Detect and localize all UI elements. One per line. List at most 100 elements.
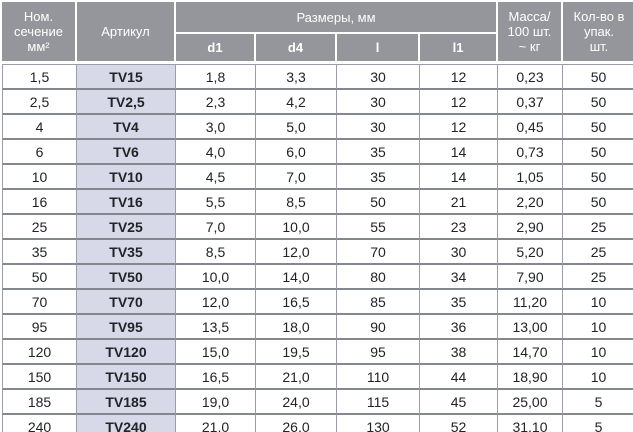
cell-d4: 12,0 — [256, 240, 337, 265]
cell-d4: 24,0 — [256, 390, 337, 415]
cell-articul: TV95 — [77, 315, 176, 340]
table-row: 150 TV150 16,5 21,0 110 44 18,90 10 — [2, 365, 633, 390]
cell-mass: 0,73 — [498, 140, 563, 165]
cell-mass: 0,37 — [498, 90, 563, 115]
cell-qty: 25 — [563, 215, 633, 240]
cell-section: 70 — [2, 290, 77, 315]
cell-d1: 7,0 — [176, 215, 256, 240]
table-row: 70 TV70 12,0 16,5 85 35 11,20 10 — [2, 290, 633, 315]
cell-d1: 13,5 — [176, 315, 256, 340]
cell-d1: 4,0 — [176, 140, 256, 165]
cell-qty: 50 — [563, 140, 633, 165]
header-d1: d1 — [176, 34, 256, 64]
cell-qty: 5 — [563, 390, 633, 415]
cell-d4: 18,0 — [256, 315, 337, 340]
cell-articul: TV4 — [77, 115, 176, 140]
table-row: 1,5 TV15 1,8 3,3 30 12 0,23 50 — [2, 64, 633, 90]
cell-d1: 10,0 — [176, 265, 256, 290]
cell-qty: 50 — [563, 115, 633, 140]
cell-l1: 45 — [420, 390, 498, 415]
table-row: 35 TV35 8,5 12,0 70 30 5,20 25 — [2, 240, 633, 265]
table-row: 2,5 TV2,5 2,3 4,2 30 12 0,37 50 — [2, 90, 633, 115]
cell-l: 95 — [337, 340, 420, 365]
table-row: 185 TV185 19,0 24,0 115 45 25,00 5 — [2, 390, 633, 415]
cell-mass: 5,20 — [498, 240, 563, 265]
cell-l1: 23 — [420, 215, 498, 240]
cell-l: 50 — [337, 190, 420, 215]
cell-articul: TV240 — [77, 415, 176, 432]
cell-l: 80 — [337, 265, 420, 290]
cell-l: 115 — [337, 390, 420, 415]
header-l: l — [337, 34, 420, 64]
cell-l1: 14 — [420, 165, 498, 190]
cell-articul: TV185 — [77, 390, 176, 415]
cell-l: 110 — [337, 365, 420, 390]
cell-mass: 7,90 — [498, 265, 563, 290]
table-row: 25 TV25 7,0 10,0 55 23 2,90 25 — [2, 215, 633, 240]
cell-d4: 10,0 — [256, 215, 337, 240]
header-row-main: Ном. сечение мм² Артикул Размеры, мм Мас… — [2, 2, 633, 64]
cell-l: 55 — [337, 215, 420, 240]
cell-l: 35 — [337, 140, 420, 165]
cell-d4: 16,5 — [256, 290, 337, 315]
cell-section: 185 — [2, 390, 77, 415]
cell-d4: 14,0 — [256, 265, 337, 290]
cell-l: 130 — [337, 415, 420, 432]
table-row: 50 TV50 10,0 14,0 80 34 7,90 25 — [2, 265, 633, 290]
cell-l: 30 — [337, 90, 420, 115]
cell-l: 35 — [337, 165, 420, 190]
cell-l1: 14 — [420, 140, 498, 165]
cell-section: 35 — [2, 240, 77, 265]
cell-section: 4 — [2, 115, 77, 140]
cell-l1: 52 — [420, 415, 498, 432]
cell-mass: 11,20 — [498, 290, 563, 315]
cell-articul: TV35 — [77, 240, 176, 265]
table-header: Ном. сечение мм² Артикул Размеры, мм Мас… — [2, 2, 633, 64]
cell-qty: 50 — [563, 64, 633, 90]
header-row-sub: d1 d4 l l1 — [2, 34, 633, 64]
cell-articul: TV50 — [77, 265, 176, 290]
cell-l1: 36 — [420, 315, 498, 340]
cell-articul: TV16 — [77, 190, 176, 215]
cell-articul: TV120 — [77, 340, 176, 365]
cell-qty: 10 — [563, 290, 633, 315]
cell-mass: 14,70 — [498, 340, 563, 365]
cell-qty: 25 — [563, 265, 633, 290]
cell-section: 95 — [2, 315, 77, 340]
cell-d1: 2,3 — [176, 90, 256, 115]
cell-qty: 50 — [563, 90, 633, 115]
cell-mass: 2,20 — [498, 190, 563, 215]
header-articul: Артикул — [77, 2, 176, 64]
cell-articul: TV6 — [77, 140, 176, 165]
cell-d1: 12,0 — [176, 290, 256, 315]
cell-l: 90 — [337, 315, 420, 340]
cell-d4: 6,0 — [256, 140, 337, 165]
header-mass: Масса/ 100 шт. ~ кг — [498, 2, 563, 64]
cell-articul: TV10 — [77, 165, 176, 190]
cell-articul: TV25 — [77, 215, 176, 240]
table-row: 16 TV16 5,5 8,5 50 21 2,20 50 — [2, 190, 633, 215]
header-qty-per-pack: Кол-во в упак. шт. — [563, 2, 633, 64]
cell-l1: 44 — [420, 365, 498, 390]
cell-mass: 13,00 — [498, 315, 563, 340]
cell-d4: 3,3 — [256, 64, 337, 90]
cell-section: 10 — [2, 165, 77, 190]
cell-d1: 1,8 — [176, 64, 256, 90]
cell-mass: 0,45 — [498, 115, 563, 140]
cell-qty: 5 — [563, 415, 633, 432]
cell-articul: TV2,5 — [77, 90, 176, 115]
table-row: 10 TV10 4,5 7,0 35 14 1,05 50 — [2, 165, 633, 190]
cell-l1: 21 — [420, 190, 498, 215]
table-row: 120 TV120 15,0 19,5 95 38 14,70 10 — [2, 340, 633, 365]
cell-articul: TV15 — [77, 64, 176, 90]
cell-section: 240 — [2, 415, 77, 432]
cell-d1: 15,0 — [176, 340, 256, 365]
cell-d4: 19,5 — [256, 340, 337, 365]
cell-qty: 25 — [563, 240, 633, 265]
table-row: 240 TV240 21,0 26,0 130 52 31,10 5 — [2, 415, 633, 432]
cell-mass: 1,05 — [498, 165, 563, 190]
cell-d1: 16,5 — [176, 365, 256, 390]
table-row: 6 TV6 4,0 6,0 35 14 0,73 50 — [2, 140, 633, 165]
